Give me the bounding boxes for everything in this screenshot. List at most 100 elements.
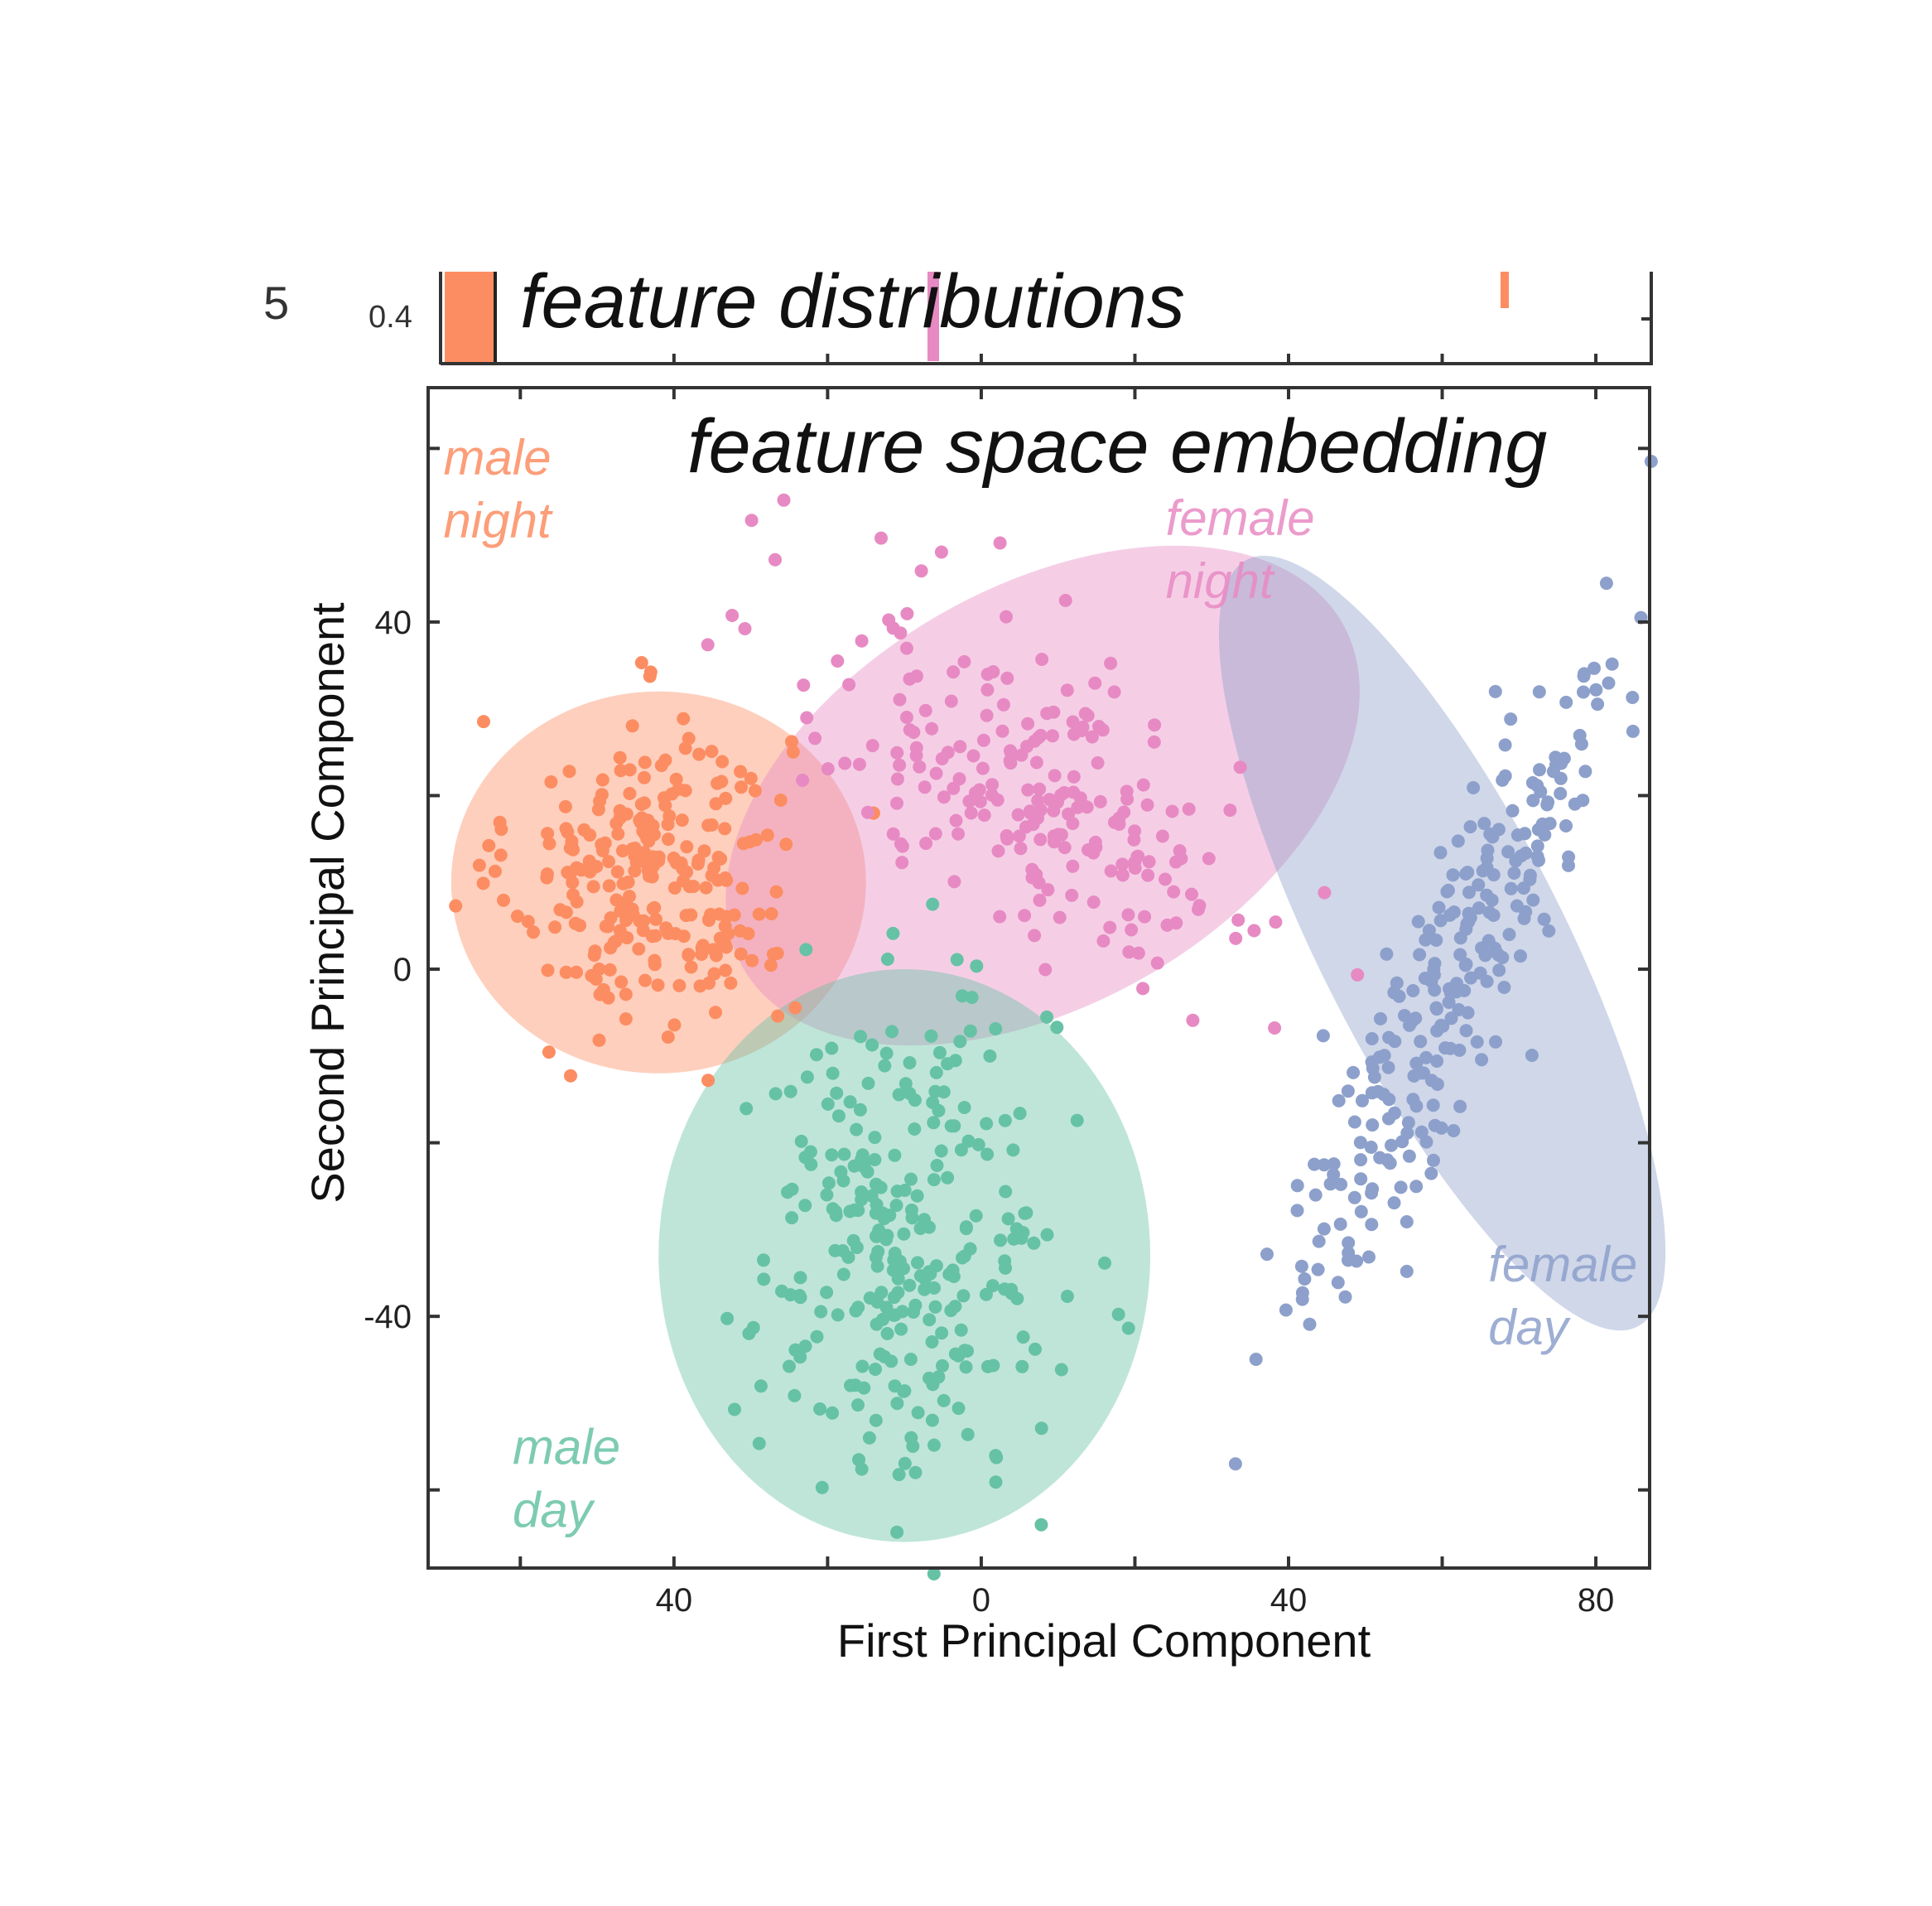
data-point-female-night bbox=[865, 739, 879, 753]
data-point-female-night bbox=[996, 697, 1010, 712]
female-night-ellipse bbox=[725, 545, 1360, 1046]
data-point-male-night bbox=[709, 797, 723, 811]
data-point-male-day bbox=[948, 1300, 962, 1314]
data-point-female-night bbox=[1128, 824, 1142, 838]
data-point-female-night bbox=[1117, 805, 1131, 819]
data-point-female-day bbox=[1589, 683, 1603, 697]
data-point-female-night bbox=[738, 622, 752, 635]
data-point-male-night bbox=[540, 867, 554, 881]
data-point-male-night bbox=[667, 852, 681, 865]
data-point-male-night bbox=[785, 735, 798, 749]
data-point-female-day bbox=[1392, 989, 1406, 1003]
data-point-female-day bbox=[1559, 819, 1573, 832]
data-point-female-day bbox=[1429, 934, 1443, 947]
data-point-male-day bbox=[969, 1209, 983, 1223]
data-point-male-day bbox=[783, 1084, 797, 1098]
data-point-male-day bbox=[923, 1220, 936, 1234]
data-point-male-day bbox=[897, 1227, 911, 1241]
data-point-male-night bbox=[613, 750, 627, 765]
data-point-female-day bbox=[1559, 695, 1573, 709]
data-point-female-day bbox=[1578, 765, 1592, 779]
data-point-male-night bbox=[720, 873, 734, 887]
data-point-female-night bbox=[1103, 920, 1117, 934]
data-point-female-night bbox=[990, 793, 1005, 807]
data-point-male-night bbox=[521, 914, 535, 929]
male-day-ellipse bbox=[658, 969, 1151, 1542]
data-point-male-day bbox=[783, 1359, 796, 1373]
data-point-male-night bbox=[592, 963, 606, 976]
data-point-male-night bbox=[562, 765, 576, 779]
data-point-female-day bbox=[1591, 697, 1605, 712]
female-day-label-line-1: female bbox=[1488, 1237, 1637, 1292]
data-point-female-night bbox=[797, 678, 811, 692]
data-point-male-day bbox=[954, 1143, 968, 1157]
data-point-female-night bbox=[1185, 887, 1198, 901]
data-point-male-day bbox=[1005, 1286, 1019, 1300]
data-point-female-day bbox=[1462, 885, 1476, 900]
data-point-female-night bbox=[944, 694, 958, 708]
data-point-male-night bbox=[735, 780, 748, 794]
data-point-male-night bbox=[636, 924, 650, 938]
data-point-male-day bbox=[793, 1291, 807, 1305]
data-point-female-night bbox=[1115, 857, 1130, 871]
data-point-male-day bbox=[788, 1388, 802, 1402]
data-point-female-day bbox=[1419, 933, 1433, 947]
data-point-female-night bbox=[947, 665, 961, 679]
data-point-female-night bbox=[1125, 923, 1139, 937]
data-point-male-night bbox=[764, 958, 778, 972]
data-point-male-day bbox=[754, 1379, 768, 1393]
data-point-male-day bbox=[927, 1567, 941, 1580]
data-point-male-day bbox=[934, 1144, 948, 1158]
data-point-female-day bbox=[1491, 823, 1506, 837]
data-point-female-night bbox=[1040, 707, 1054, 721]
data-point-male-day bbox=[848, 1378, 862, 1392]
data-point-male-day bbox=[928, 1084, 942, 1098]
data-point-female-day bbox=[1525, 1049, 1539, 1062]
data-point-female-night bbox=[1081, 708, 1095, 722]
data-point-female-day bbox=[1496, 773, 1510, 787]
data-point-male-night bbox=[497, 893, 510, 907]
data-point-male-day bbox=[1019, 1206, 1033, 1220]
data-point-female-night bbox=[1033, 893, 1047, 907]
data-point-female-night bbox=[1000, 829, 1014, 842]
data-point-male-day bbox=[1027, 1236, 1041, 1250]
data-point-female-day bbox=[1568, 797, 1582, 811]
data-point-male-night bbox=[602, 855, 615, 869]
data-point-male-day bbox=[892, 1088, 906, 1102]
data-point-male-day bbox=[998, 1113, 1012, 1127]
data-point-female-day bbox=[1406, 984, 1420, 997]
data-point-female-day bbox=[1409, 1180, 1424, 1194]
data-point-female-night bbox=[852, 757, 866, 771]
data-point-female-day bbox=[1388, 1106, 1401, 1120]
data-point-female-night bbox=[995, 724, 1009, 738]
data-point-female-day bbox=[1347, 1190, 1361, 1204]
data-point-female-night bbox=[1033, 803, 1048, 817]
data-point-female-night bbox=[941, 746, 955, 760]
data-point-male-night bbox=[621, 876, 635, 889]
data-point-male-day bbox=[853, 1103, 867, 1117]
data-point-male-day bbox=[846, 1233, 860, 1247]
data-point-female-night bbox=[1128, 856, 1142, 870]
data-point-male-night bbox=[678, 741, 692, 755]
data-point-female-night bbox=[976, 733, 990, 747]
data-point-male-day bbox=[899, 1077, 913, 1091]
data-point-male-day bbox=[788, 1343, 802, 1357]
y-tick-label: -40 bbox=[364, 1299, 412, 1335]
top-panel-ytick-label: 0.4 bbox=[369, 300, 412, 335]
data-point-female-night bbox=[1091, 756, 1105, 770]
data-point-female-day bbox=[1537, 912, 1551, 926]
data-point-male-day bbox=[918, 1282, 932, 1296]
data-point-female-day bbox=[1432, 900, 1446, 914]
y-tick-label: 0 bbox=[393, 952, 412, 988]
data-point-male-day bbox=[843, 1095, 857, 1109]
data-point-female-day bbox=[1482, 934, 1496, 948]
data-point-male-night bbox=[705, 818, 719, 832]
data-point-male-day bbox=[768, 1087, 783, 1101]
data-point-male-day bbox=[932, 1045, 947, 1059]
data-point-male-day bbox=[847, 1159, 861, 1173]
data-point-female-night bbox=[1060, 683, 1074, 697]
data-point-female-day bbox=[1477, 817, 1491, 831]
data-point-female-day bbox=[1504, 712, 1518, 726]
data-point-female-night bbox=[1231, 913, 1245, 927]
data-point-male-day bbox=[1029, 1342, 1042, 1356]
